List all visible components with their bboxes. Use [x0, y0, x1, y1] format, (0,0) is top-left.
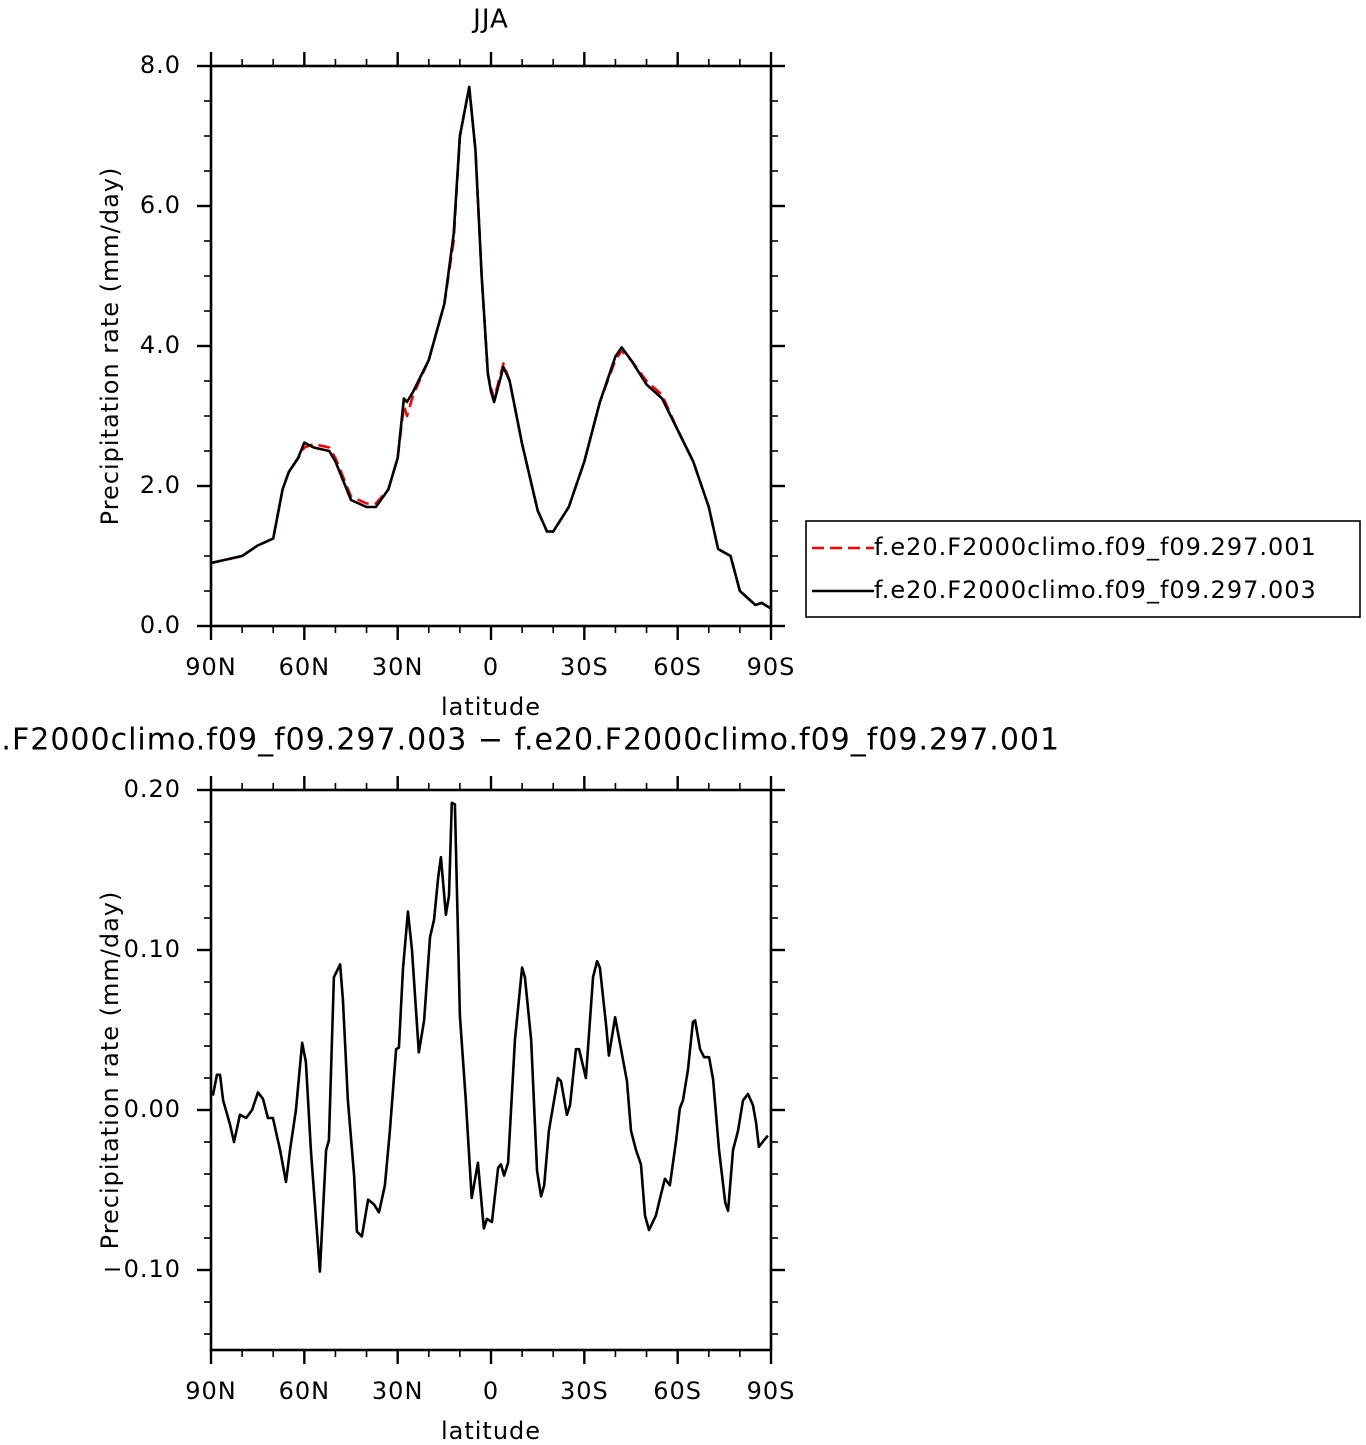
y-axis-label: Precipitation rate (mm/day) — [96, 167, 124, 526]
x-tick-label: 90S — [747, 1377, 796, 1405]
x-tick-label: 60S — [653, 653, 702, 681]
x-tick-label: 60N — [279, 653, 331, 681]
x-tick-label: 90N — [185, 1377, 237, 1405]
y-tick-label: 0.20 — [124, 775, 181, 803]
x-tick-label: 30S — [560, 653, 609, 681]
y-tick-label: 0.00 — [124, 1095, 181, 1123]
plot-frame — [209, 788, 773, 1352]
x-tick-label: 90N — [185, 653, 237, 681]
y-tick-label: 0.10 — [124, 935, 181, 963]
x-tick-label: 30N — [372, 653, 424, 681]
legend-label: f.e20.F2000climo.f09_f09.297.001 — [874, 533, 1317, 561]
x-tick-label: 0 — [483, 653, 499, 681]
chart-title: f.e20.F2000climo.f09_f09.297.003 − f.e20… — [0, 723, 1060, 758]
y-axis-label: Precipitation rate (mm/day) — [96, 891, 124, 1250]
x-tick-label: 30N — [372, 1377, 424, 1405]
x-axis-label: latitude — [441, 693, 541, 721]
y-tick-label: 8.0 — [140, 51, 181, 79]
chart-title: JJA — [471, 5, 509, 35]
plot-frame — [209, 64, 773, 628]
x-tick-label: 30S — [560, 1377, 609, 1405]
legend-box — [805, 520, 1361, 618]
x-axis-label: latitude — [441, 1417, 541, 1445]
data-line — [210, 85, 772, 610]
data-line — [211, 801, 769, 1273]
y-tick-label: −0.10 — [102, 1255, 181, 1283]
data-line — [210, 85, 772, 610]
x-tick-label: 0 — [483, 1377, 499, 1405]
x-tick-label: 60S — [653, 1377, 702, 1405]
x-tick-label: 60N — [279, 1377, 331, 1405]
legend-label: f.e20.F2000climo.f09_f09.297.003 — [874, 576, 1317, 604]
y-tick-label: 0.0 — [140, 611, 181, 639]
y-tick-label: 4.0 — [140, 331, 181, 359]
y-tick-label: 2.0 — [140, 471, 181, 499]
x-tick-label: 90S — [747, 653, 796, 681]
y-tick-label: 6.0 — [140, 191, 181, 219]
